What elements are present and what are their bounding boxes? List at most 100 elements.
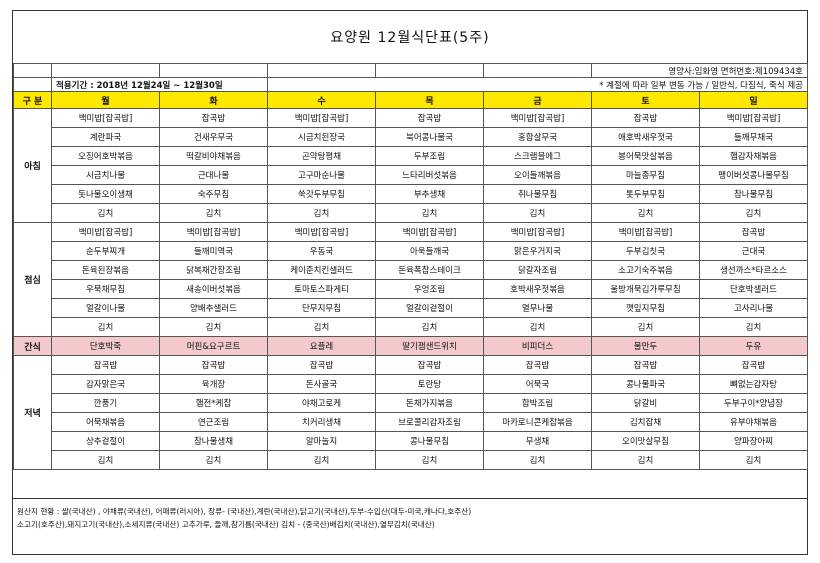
menu-item: 북어콩나물국 (375, 127, 484, 147)
menu-item: 호박새우젓볶음 (483, 279, 592, 299)
menu-item: 백미밥[잡곡밥] (159, 222, 268, 242)
menu-row: 간식 단호박죽 머핀&요구르트 요플레 딸기잼샌드위치 비피더스 물만두 두유 (13, 336, 808, 356)
menu-item: 콩나물무침 (375, 431, 484, 451)
menu-item: 딸기잼샌드위치 (375, 336, 484, 356)
menu-item: 오징어호박볶음 (51, 146, 160, 166)
menu-item: 우묵채무침 (51, 279, 160, 299)
menu-item: 애호박새우젓국 (591, 127, 700, 147)
menu-item: 머핀&요구르트 (159, 336, 268, 356)
period-text: 적용기간 : 2018년 12월24일 ~ 12월30일 (51, 77, 268, 92)
menu-item: 김치 (159, 450, 268, 470)
menu-item: 백미밥[잡곡밥] (699, 108, 808, 128)
day-header: 일 (699, 91, 808, 109)
menu-row: 어묵채볶음 연근조림 치커리생채 브로콜리감자조림 마카로니콘케찹볶음 김치잡채 유부야채볶… (14, 412, 808, 432)
menu-item: 숙주무침 (159, 184, 268, 204)
menu-row: 얼갈이나물 양배추샐러드 단무지무침 얼갈이겉절이 열무나물 깻잎지무침 고사리나물 (14, 298, 808, 318)
menu-item: 두부김칫국 (591, 241, 700, 261)
menu-item: 백미밥[잡곡밥] (375, 222, 484, 242)
menu-item: 김치잡채 (591, 412, 700, 432)
day-header: 수 (267, 91, 376, 109)
menu-item: 김치 (267, 317, 376, 337)
menu-item: 무생채 (483, 431, 592, 451)
menu-item: 마늘종무침 (591, 165, 700, 185)
period-row: 적용기간 : 2018년 12월24일 ~ 12월30일 * 계절에 따라 일부… (13, 77, 808, 92)
menu-item: 양파장아찌 (699, 431, 808, 451)
category-header: 구 분 (13, 91, 52, 109)
menu-item: 홍합살무국 (483, 127, 592, 147)
menu-item: 시금치된장국 (267, 127, 376, 147)
menu-item: 마카로니콘케찹볶음 (483, 412, 592, 432)
menu-note: * 계절에 따라 일부 변동 가능 / 일반식, 다짐식, 죽식 제공 (267, 77, 808, 92)
menu-item: 백미밥[잡곡밥] (51, 222, 160, 242)
menu-item: 닭갈자조림 (483, 260, 592, 280)
menu-row: 시금치나물 근대나물 고구마순나물 느타리버섯볶음 오이들깨볶음 마늘종무침 팽이버섯콩나물… (14, 165, 808, 185)
menu-item: 김치 (159, 317, 268, 337)
menu-row: 감자맑은국 육개장 돈사골국 토란탕 어묵국 콩나물파국 뼈없는감자탕 (14, 374, 808, 394)
menu-item: 돈사골국 (267, 374, 376, 394)
menu-item: 부추생채 (375, 184, 484, 204)
day-header: 목 (375, 91, 484, 109)
menu-item: 케이준치킨샐러드 (267, 260, 376, 280)
origin-line: 소고기(호주산),돼지고기(국내산),소세지류(국내산) 고추가루, 들깨,참기… (17, 520, 435, 530)
menu-item: 김치 (483, 450, 592, 470)
menu-item: 김치 (483, 203, 592, 223)
menu-item: 김치 (159, 203, 268, 223)
menu-item: 김치 (483, 317, 592, 337)
menu-item: 백미밥[잡곡밥] (483, 108, 592, 128)
menu-item: 스크램블에그 (483, 146, 592, 166)
menu-row: 깐풍기 햄전*케찹 야채고로케 돈채가지볶음 함박조림 닭갈비 두부구이*양념장 (14, 393, 808, 413)
menu-item: 팽이버섯콩나물무침 (699, 165, 808, 185)
menu-item: 새송이버섯볶음 (159, 279, 268, 299)
menu-item: 쑥갓두부무침 (267, 184, 376, 204)
menu-item: 건새우무국 (159, 127, 268, 147)
menu-item: 근대나물 (159, 165, 268, 185)
menu-item: 톳두부무침 (591, 184, 700, 204)
menu-item: 김치 (51, 450, 160, 470)
menu-item: 울방개묵김가루무침 (591, 279, 700, 299)
menu-table: 영양사:임화영 면허번호:제109434호 적용기간 : 2018년 12월24… (13, 63, 808, 470)
menu-item: 어묵채볶음 (51, 412, 160, 432)
menu-item: 토마토스파게티 (267, 279, 376, 299)
menu-row: 돗나물오이생채 숙주무침 쑥갓두부무침 부추생채 취나물무침 톳두부무침 참나물무침 (14, 184, 808, 204)
menu-item: 봉어묵맛살볶음 (591, 146, 700, 166)
menu-item: 돈육된장볶음 (51, 260, 160, 280)
menu-item: 계란파국 (51, 127, 160, 147)
menu-item: 요플레 (267, 336, 376, 356)
menu-item: 유부야채볶음 (699, 412, 808, 432)
menu-item: 치커리생채 (267, 412, 376, 432)
menu-row: 김치 김치 김치 김치 김치 김치 김치 (14, 203, 808, 223)
menu-row: 우묵채무침 새송이버섯볶음 토마토스파게티 우엉조림 호박새우젓볶음 울방개묵김가루무침 단… (14, 279, 808, 299)
menu-row: 순두부찌개 들깨미역국 우동국 아욱들깨국 맑은우거지국 두부김칫국 근대국 (14, 241, 808, 261)
menu-item: 돈육폭찹스테이크 (375, 260, 484, 280)
menu-item: 깻잎지무침 (591, 298, 700, 318)
menu-item: 돈채가지볶음 (375, 393, 484, 413)
menu-item: 잡곡밥 (699, 355, 808, 375)
menu-item: 연근조림 (159, 412, 268, 432)
origin-info: 원산지 현황 : 쌀(국내산) , 야채류(국내산), 어패류(러시아), 장류… (13, 498, 807, 554)
menu-item: 닭복채간장조림 (159, 260, 268, 280)
menu-item: 감자맑은국 (51, 374, 160, 394)
menu-item: 잡곡밥 (591, 108, 700, 128)
menu-item: 단무지무침 (267, 298, 376, 318)
menu-item: 상추겉절이 (51, 431, 160, 451)
menu-item: 잡곡밥 (375, 108, 484, 128)
menu-row: 상추겉절이 참나물생채 알마늘지 콩나물무침 무생채 오이맛살무침 양파장아찌 (14, 431, 808, 451)
header-row: 구 분 월 화 수 목 금 토 일 (13, 91, 808, 109)
page-title: 요양원 12월식단표(5주) (13, 11, 807, 64)
menu-item: 양배추샐러드 (159, 298, 268, 318)
menu-item: 얼갈이겉절이 (375, 298, 484, 318)
menu-item: 어묵국 (483, 374, 592, 394)
menu-item: 잡곡밥 (51, 355, 160, 375)
menu-item: 시금치나물 (51, 165, 160, 185)
menu-item: 백미밥[잡곡밥] (51, 108, 160, 128)
menu-item: 열무나물 (483, 298, 592, 318)
day-header: 화 (159, 91, 268, 109)
menu-item: 단호박죽 (51, 336, 160, 356)
menu-item: 야채고로케 (267, 393, 376, 413)
menu-item: 알마늘지 (267, 431, 376, 451)
menu-item: 브로콜리감자조림 (375, 412, 484, 432)
menu-item: 깐풍기 (51, 393, 160, 413)
menu-item: 백미밥[잡곡밥] (483, 222, 592, 242)
menu-item: 닭갈비 (591, 393, 700, 413)
menu-item: 김치 (591, 317, 700, 337)
